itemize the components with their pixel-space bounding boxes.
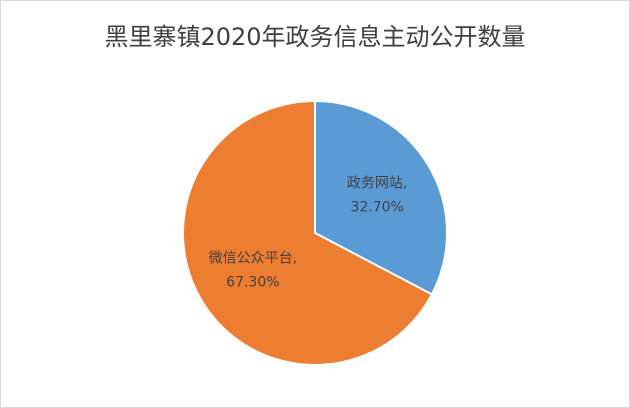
pie-slice: [314, 99, 448, 296]
pie-slice: [182, 99, 434, 366]
value-label: 32.70%: [350, 199, 403, 215]
category-label: 政务网站: [347, 175, 403, 191]
data-label: 微信公众平台,: [209, 251, 297, 267]
data-label: 政务网站,: [347, 175, 407, 191]
chart-title: 黑里寨镇2020年政务信息主动公开数量: [104, 23, 525, 51]
label-separator: ,: [403, 175, 407, 191]
label-separator: ,: [293, 251, 297, 267]
value-label: 67.30%: [226, 275, 279, 291]
category-label: 微信公众平台: [209, 251, 293, 267]
